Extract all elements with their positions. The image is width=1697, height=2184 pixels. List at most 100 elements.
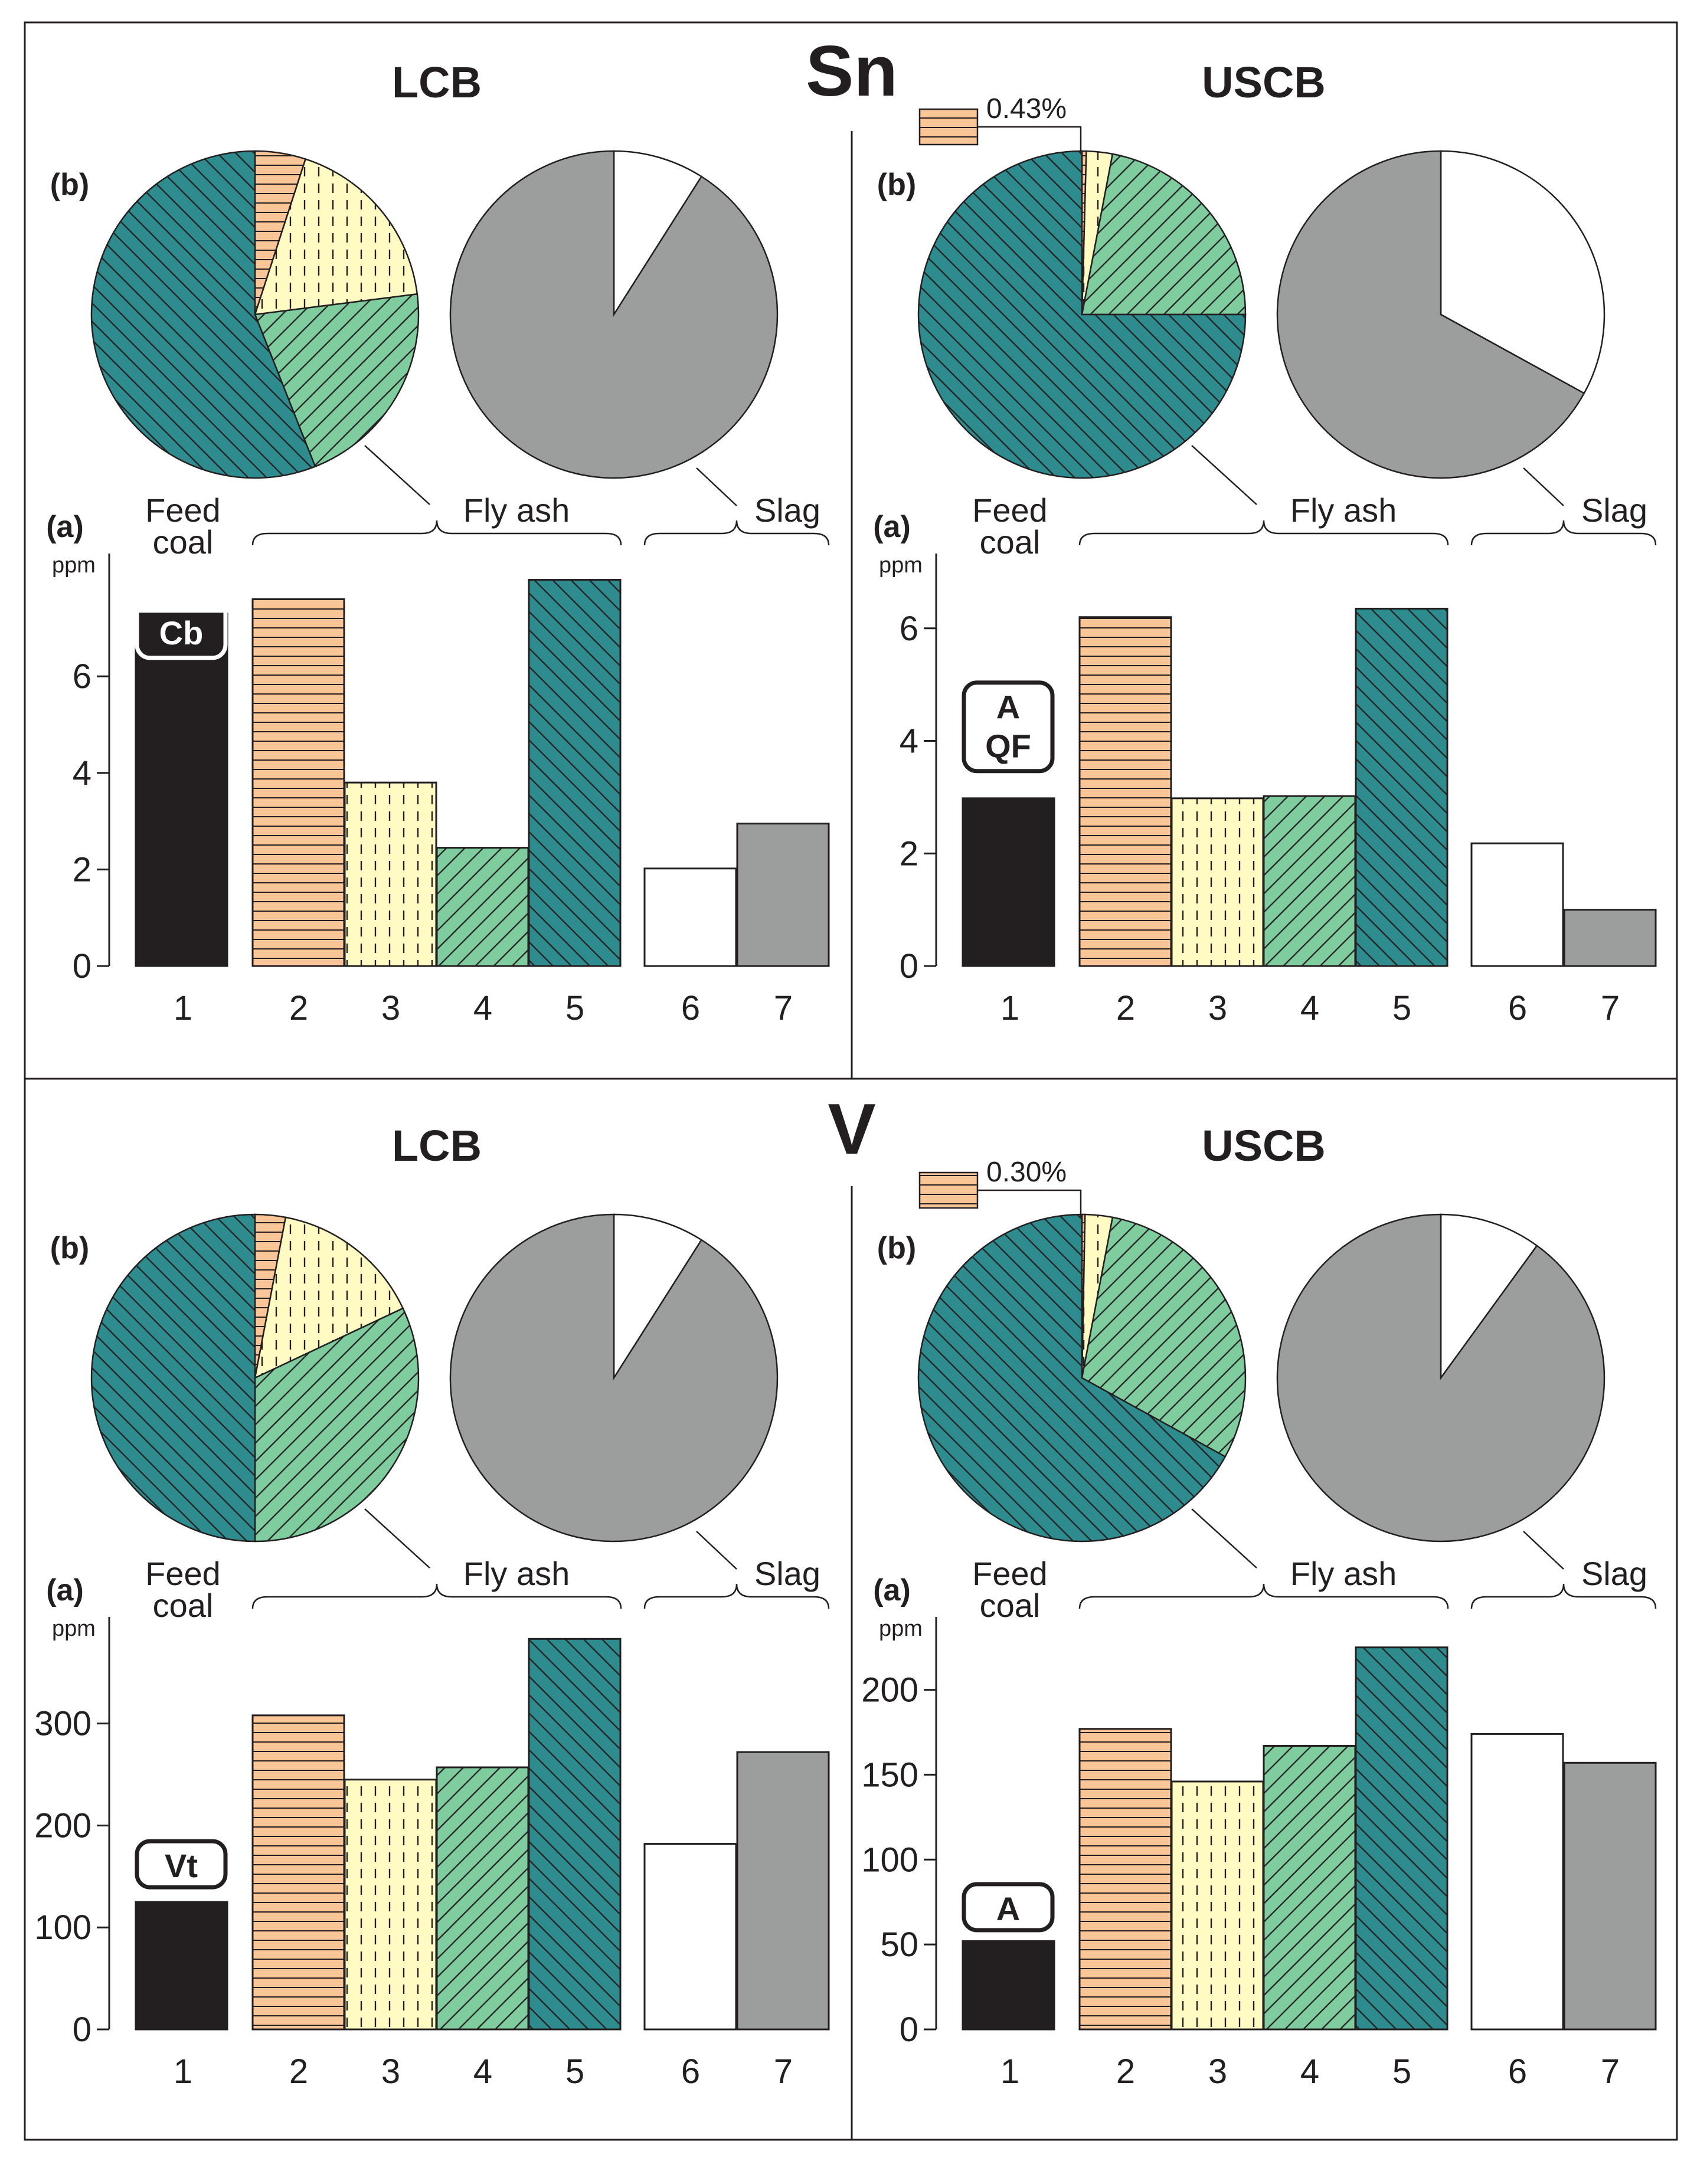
bar-6 [643,867,737,967]
bar-7 [736,1751,830,2031]
slag-pie-slice-2 [449,1213,779,1543]
fly-ash-pie-slice-3 [254,293,420,468]
mode-badge [962,680,1055,774]
pie-panel-label: (b) [50,168,89,202]
x-tick-label: 2 [289,989,308,1027]
fly-ash-pie-slice-2 [254,158,418,316]
y-tick-label: 2 [900,834,918,873]
bar-5 [528,1638,622,2031]
y-tick-label: 2 [73,850,91,889]
element-title-v: V [828,1089,875,1169]
fly-ash-brace [1078,1583,1449,1609]
x-tick-label: 4 [473,2052,492,2091]
callout-leader [977,126,1082,153]
bar-7 [1563,1761,1657,2031]
bar-panel-label: (a) [873,1573,911,1607]
x-tick-label: 4 [473,989,492,1027]
slag-pie-slice-1 [1440,150,1606,395]
fly-ash-pie-slice-3 [254,1307,420,1543]
bar-3 [344,781,437,967]
fly-ash-pie-slice-4 [90,1213,256,1543]
x-tick-label: 6 [681,2052,700,2091]
y-tick-label: 0 [900,947,918,985]
fly-ash-connector [364,1508,430,1569]
x-tick-label: 2 [1116,2052,1135,2091]
bar-1 [135,613,228,967]
slag-connector [696,1531,737,1570]
basin-title: LCB [392,1121,482,1170]
group-label-fly-ash: Fly ash [1290,492,1397,529]
mode-badge-label: QF [985,728,1031,765]
bar-4 [436,1766,529,2031]
y-tick-label: 50 [880,1926,918,1964]
fly-ash-pie-slice-3 [1081,1216,1247,1458]
x-tick-label: 6 [681,989,700,1027]
x-tick-label: 2 [289,2052,308,2091]
bar-5 [1355,607,1449,967]
x-tick-label: 2 [1116,989,1135,1027]
mode-badge [135,567,228,660]
bar-panel-label: (a) [46,1573,84,1607]
group-label-slag: Slag [1581,1555,1647,1592]
pie-panel-label: (b) [877,1231,916,1265]
x-tick-label: 1 [174,989,192,1027]
bar-1 [962,1940,1055,2031]
group-label-feed-coal-line2: coal [153,523,214,561]
x-tick-label: 6 [1508,989,1527,1027]
callout-label: 0.43% [986,93,1067,125]
bar-panel-label: (a) [46,510,84,544]
x-tick-label: 5 [565,2052,584,2091]
x-tick-label: 4 [1300,2052,1319,2091]
group-label-feed-coal-line1: Feed [145,1555,221,1592]
y-axis-unit: ppm [879,553,923,578]
element-title-sn: Sn [806,31,898,111]
fly-ash-pie-slice-4 [917,150,1247,479]
x-tick-label: 3 [1208,989,1227,1027]
group-label-feed-coal-line1: Feed [972,492,1048,529]
mode-badge-label: Vt [165,1847,198,1884]
slag-brace [1470,520,1657,546]
group-label-feed-coal-line1: Feed [145,492,221,529]
callout-swatch [918,108,979,146]
x-tick-label: 5 [565,989,584,1027]
pie-panel-label: (b) [877,168,916,202]
x-tick-label: 7 [1601,2052,1620,2091]
y-tick-label: 150 [861,1756,918,1794]
x-tick-label: 5 [1392,989,1411,1027]
x-tick-label: 5 [1392,2052,1411,2091]
mode-badge-label: L [171,575,191,613]
callout-label: 0.30% [986,1157,1067,1188]
y-tick-label: 0 [73,947,91,985]
bar-3 [344,1779,437,2031]
bar-panel-label: (a) [873,510,911,544]
x-tick-label: 3 [381,989,400,1027]
bar-6 [643,1843,737,2031]
x-tick-label: 1 [1000,989,1019,1027]
basin-title: USCB [1202,1121,1326,1170]
y-tick-label: 300 [34,1705,91,1743]
y-axis-unit: ppm [879,1616,923,1641]
group-label-slag: Slag [754,492,820,529]
bar-2 [251,598,345,967]
bar-1 [962,797,1055,967]
bar-7 [736,823,830,967]
slag-connector [696,467,737,506]
bar-4 [1263,795,1356,967]
slag-pie-slice-1 [1440,1213,1538,1380]
callout-swatch [918,1171,979,1209]
group-label-fly-ash: Fly ash [463,492,570,529]
mode-badge [962,1882,1055,1933]
fly-ash-connector [1191,1508,1257,1569]
bar-4 [1263,1745,1356,2031]
x-tick-label: 7 [774,2052,793,2091]
slag-connector [1523,467,1564,506]
x-tick-label: 7 [774,989,793,1027]
slag-pie-slice-2 [1276,150,1585,479]
fly-ash-brace [1078,520,1449,546]
x-tick-label: 3 [1208,2052,1227,2091]
bar-3 [1170,1780,1264,2031]
group-label-fly-ash: Fly ash [1290,1555,1397,1592]
